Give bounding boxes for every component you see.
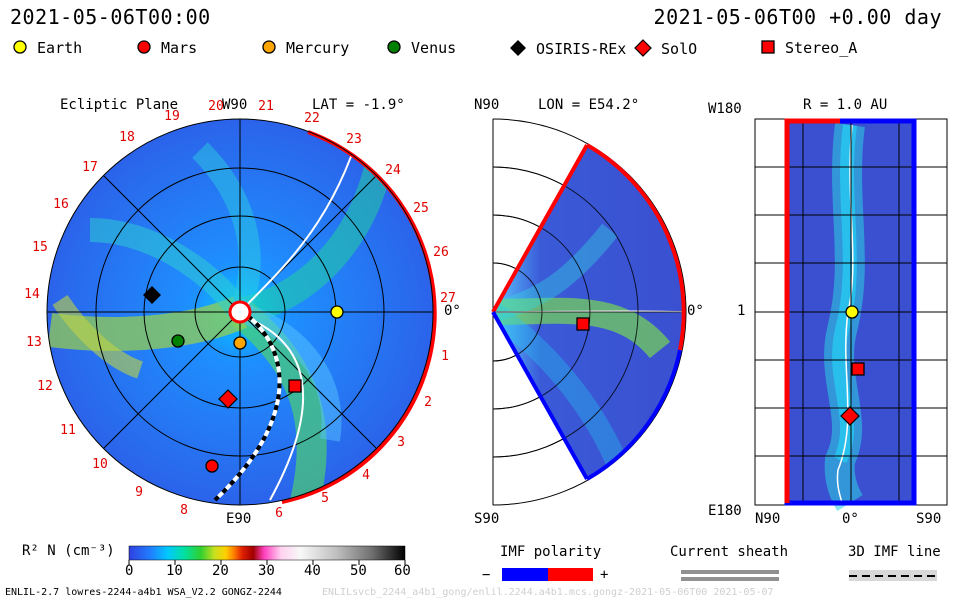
radial-bottom-left-label: E180 xyxy=(708,503,742,519)
earth-marker-ecliptic xyxy=(330,305,344,319)
colorbar-label: R² N (cm⁻³) xyxy=(22,543,115,559)
svg-text:12: 12 xyxy=(37,379,53,394)
mercury-marker xyxy=(233,336,247,350)
svg-text:13: 13 xyxy=(26,335,42,350)
radial-panel xyxy=(754,118,948,511)
svg-text:9: 9 xyxy=(135,485,143,500)
meridional-right-label: 0° xyxy=(687,303,704,319)
earth-marker-radial xyxy=(845,305,859,319)
svg-text:1: 1 xyxy=(441,349,449,364)
legend-stereo-a: Stereo_A xyxy=(760,39,857,57)
legend-venus: Venus xyxy=(386,39,456,57)
radial-mid-left-label: 1 xyxy=(737,303,746,319)
imf3d-title: 3D IMF line xyxy=(848,544,941,560)
stereo-a-marker-radial xyxy=(851,362,865,376)
svg-text:5: 5 xyxy=(321,491,329,506)
meridional-panel xyxy=(491,118,687,506)
svg-text:2: 2 xyxy=(424,395,432,410)
legend-stereo-a-label: Stereo_A xyxy=(785,39,858,57)
meridional-top-label: N90 xyxy=(474,97,500,113)
svg-text:24: 24 xyxy=(385,163,401,178)
svg-text:6: 6 xyxy=(275,506,283,521)
svg-text:4: 4 xyxy=(362,468,370,483)
legend-mars: Mars xyxy=(136,39,197,57)
legend-solo: SolO xyxy=(634,39,697,58)
datetime-right: 2021-05-06T00 +0.00 day xyxy=(653,5,942,29)
svg-text:8: 8 xyxy=(180,503,188,518)
colorbar-tick-50: 50 xyxy=(350,563,367,579)
radial-bottom-n90: N90 xyxy=(755,511,781,527)
solo-marker-radial xyxy=(840,406,860,426)
current-sheath-title: Current sheath xyxy=(670,544,789,560)
meridional-bottom-label: S90 xyxy=(474,511,500,527)
legend-mars-label: Mars xyxy=(161,39,198,57)
mars-marker xyxy=(205,459,219,473)
legend-osiris-rex-label: OSIRIS-REx xyxy=(536,40,627,58)
svg-text:18: 18 xyxy=(119,130,135,145)
svg-text:21: 21 xyxy=(258,99,274,114)
svg-text:11: 11 xyxy=(60,423,76,438)
legend-mercury-label: Mercury xyxy=(286,39,350,57)
osiris-rex-marker xyxy=(143,286,161,304)
svg-text:16: 16 xyxy=(53,197,69,212)
svg-text:10: 10 xyxy=(92,457,108,472)
legend-solo-label: SolO xyxy=(661,40,698,58)
ecliptic-title: Ecliptic Plane xyxy=(60,97,179,113)
ecliptic-right-label: 0° xyxy=(444,303,461,319)
radial-top-left-label: W180 xyxy=(708,101,742,117)
svg-text:15: 15 xyxy=(32,240,48,255)
legend-earth-label: Earth xyxy=(37,39,83,57)
radial-r-label: R = 1.0 AU xyxy=(803,97,888,113)
svg-text:25: 25 xyxy=(413,201,429,216)
svg-text:14: 14 xyxy=(24,287,40,302)
current-sheath-symbol xyxy=(681,570,779,581)
ecliptic-panel xyxy=(46,118,437,506)
svg-text:23: 23 xyxy=(346,132,362,147)
colorbar-tick-10: 10 xyxy=(166,563,183,579)
imf-polarity-bar xyxy=(502,568,593,581)
venus-marker xyxy=(171,334,185,348)
imf3d-symbol xyxy=(849,570,937,581)
colorbar-tick-60: 60 xyxy=(394,563,411,579)
legend-venus-label: Venus xyxy=(411,39,457,57)
datetime-left: 2021-05-06T00:00 xyxy=(10,5,211,29)
ecliptic-top-label: W90 xyxy=(222,97,248,113)
imf-polarity-title: IMF polarity xyxy=(500,544,602,560)
legend-earth: Earth xyxy=(12,39,82,57)
radial-bottom-0: 0° xyxy=(842,511,859,527)
carrington-labels: 1 2 3 4 5 6 8 9 10 11 12 13 14 15 16 17 … xyxy=(24,99,456,521)
legend-mercury: Mercury xyxy=(261,39,349,57)
stereo-a-marker-ecliptic xyxy=(288,379,302,393)
ecliptic-bottom-label: E90 xyxy=(226,511,252,527)
svg-text:26: 26 xyxy=(433,245,449,260)
colorbar-tick-40: 40 xyxy=(304,563,321,579)
svg-text:3: 3 xyxy=(397,435,405,450)
footer-left: ENLIL-2.7 lowres-2244-a4b1 WSA_V2.2 GONG… xyxy=(5,587,282,598)
colorbar-tick-0: 0 xyxy=(125,563,134,579)
svg-text:17: 17 xyxy=(82,160,98,175)
imf-minus-label: − xyxy=(482,567,491,583)
meridional-lon-label: LON = E54.2° xyxy=(538,97,640,113)
solo-marker-ecliptic xyxy=(218,389,238,409)
footer-right: ENLILsvcb_2244_a4b1_gong/enlil.2244.a4b1… xyxy=(322,587,774,598)
colorbar-tick-30: 30 xyxy=(258,563,275,579)
colorbar-tick-20: 20 xyxy=(212,563,229,579)
imf-plus-label: + xyxy=(600,567,609,583)
stereo-a-marker-meridional xyxy=(576,317,590,331)
svg-text:22: 22 xyxy=(304,111,320,126)
legend-osiris-rex: OSIRIS-REx xyxy=(509,39,626,58)
radial-bottom-s90: S90 xyxy=(916,511,942,527)
ecliptic-lat-label: LAT = -1.9° xyxy=(312,97,405,113)
